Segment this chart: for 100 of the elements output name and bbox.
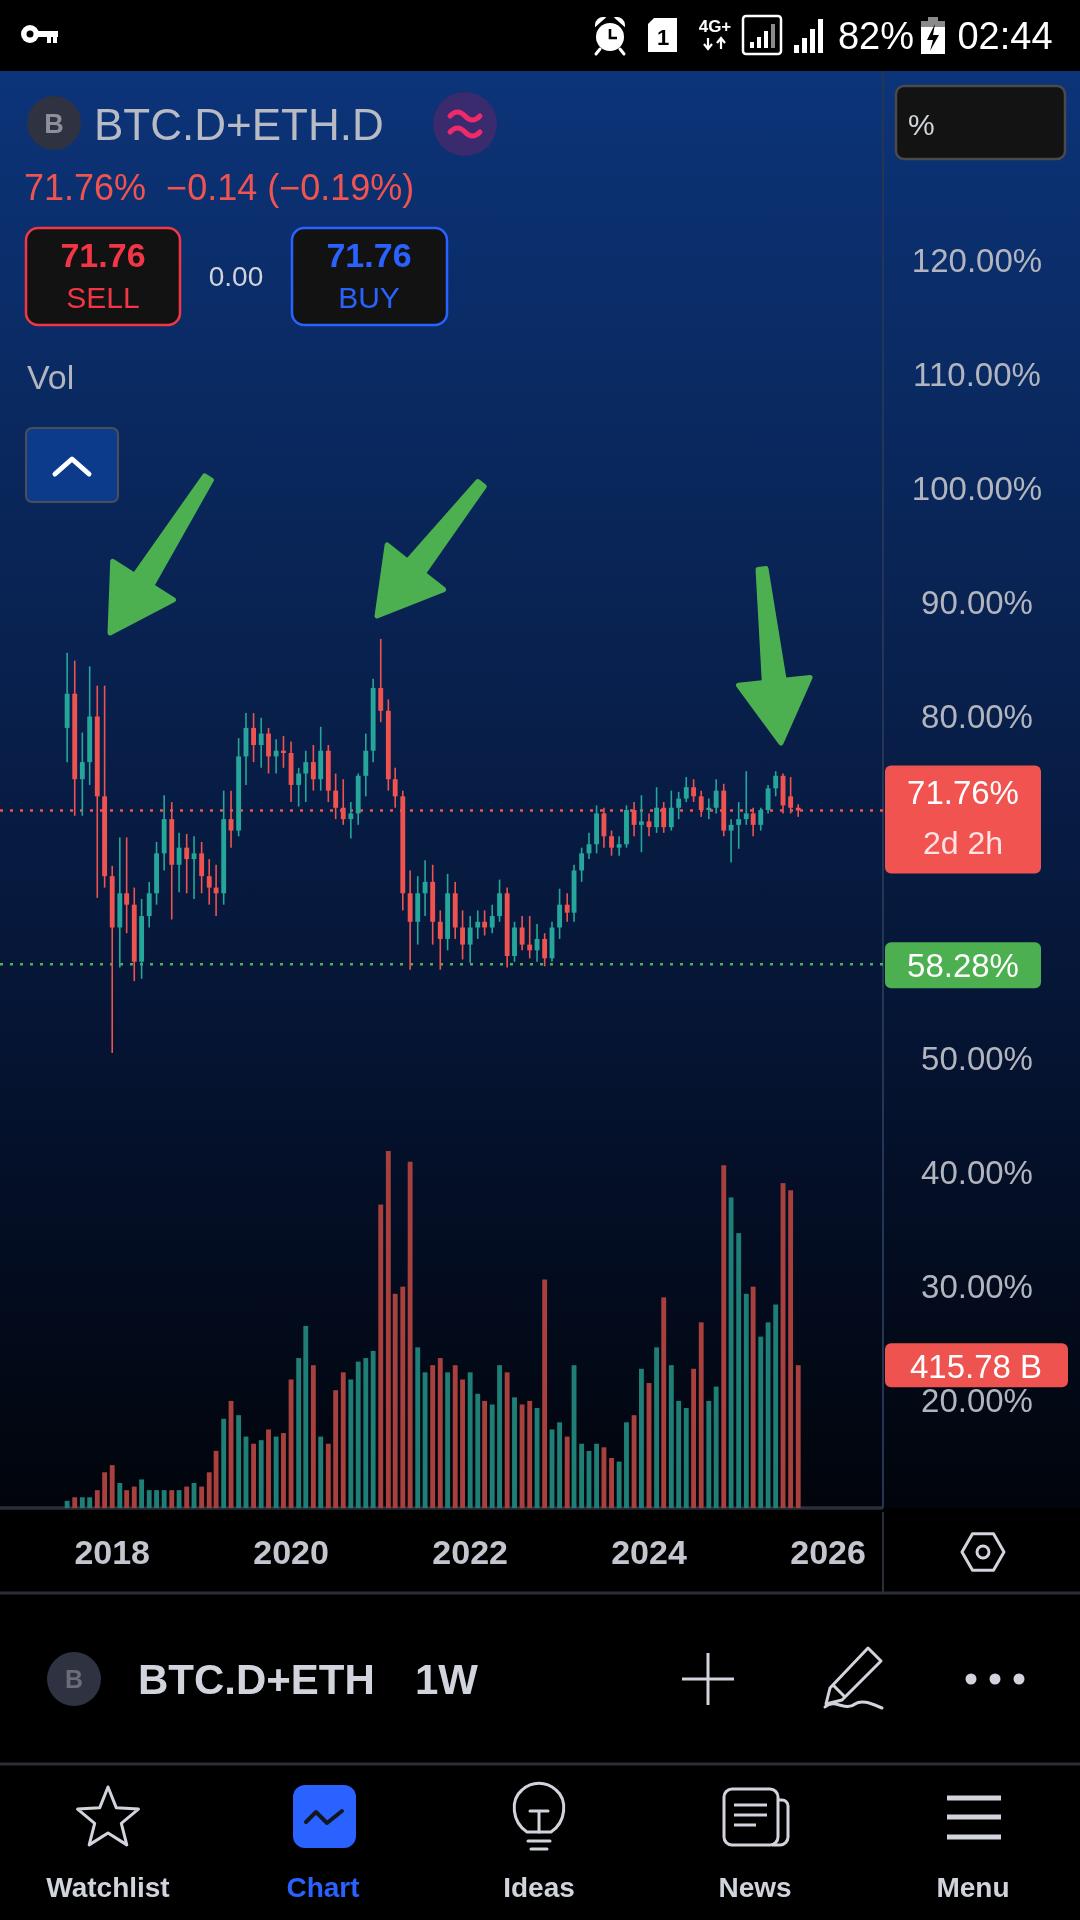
candlestick xyxy=(266,727,271,775)
text: 1 xyxy=(656,24,670,50)
bar xyxy=(146,1490,152,1508)
bar xyxy=(728,1197,734,1508)
bar xyxy=(102,1472,108,1508)
x-tick-label: 2022 xyxy=(432,1533,508,1571)
bar xyxy=(303,1325,309,1508)
candlestick xyxy=(542,932,548,968)
bar xyxy=(363,1358,369,1508)
bar xyxy=(489,1404,495,1508)
candlestick xyxy=(728,818,734,864)
bar xyxy=(221,1418,227,1508)
candlestick xyxy=(124,836,130,934)
bar xyxy=(176,1490,182,1508)
bar xyxy=(519,1404,525,1508)
bar xyxy=(131,1486,137,1508)
bar xyxy=(564,1436,570,1508)
bar xyxy=(109,1465,115,1508)
candlestick xyxy=(378,638,384,724)
y-tick-label: 120.00% xyxy=(911,241,1043,279)
bar xyxy=(79,1497,85,1508)
bar xyxy=(504,1372,510,1508)
x-tick-label: 2026 xyxy=(790,1533,866,1571)
bar xyxy=(139,1479,145,1508)
annotation: B xyxy=(44,109,64,139)
candlestick xyxy=(489,903,495,934)
bar xyxy=(609,1458,614,1508)
annotation: BUY xyxy=(338,280,400,314)
ref-line-label: 58.28% xyxy=(907,946,1019,984)
candlestick xyxy=(557,887,563,940)
x-tick-label: 2018 xyxy=(74,1533,151,1571)
bar xyxy=(542,1279,548,1508)
bar xyxy=(281,1433,286,1508)
candlestick xyxy=(348,801,354,840)
bar xyxy=(199,1486,205,1508)
y-tick-label: 110.00% xyxy=(913,355,1041,393)
candlestick xyxy=(609,829,614,857)
candlestick xyxy=(519,915,525,952)
bar xyxy=(87,1497,93,1508)
bar xyxy=(370,1350,376,1508)
candlestick xyxy=(206,858,212,906)
candlestick xyxy=(736,801,742,850)
candlestick xyxy=(199,841,205,895)
bar xyxy=(788,1190,794,1508)
annotation: 71.76 xyxy=(326,236,412,274)
y-tick-label: 40.00% xyxy=(921,1154,1033,1192)
text: Watchlist xyxy=(46,1871,170,1903)
x-tick-label: 2024 xyxy=(611,1533,687,1571)
bar xyxy=(355,1361,361,1508)
candlestick xyxy=(333,772,339,820)
candlestick xyxy=(564,892,570,923)
candlestick xyxy=(251,712,257,763)
bar xyxy=(765,1322,771,1508)
bar xyxy=(184,1486,190,1508)
bar xyxy=(691,1368,697,1508)
bar xyxy=(758,1336,764,1508)
bar xyxy=(527,1400,533,1508)
bar xyxy=(452,1365,458,1508)
bar xyxy=(72,1497,78,1508)
candlestick xyxy=(743,770,749,826)
bar xyxy=(638,1368,644,1508)
bar xyxy=(721,1165,727,1508)
text: Chart xyxy=(286,1871,360,1903)
bar xyxy=(654,1347,660,1508)
candlestick xyxy=(296,767,302,808)
bar xyxy=(310,1365,316,1508)
bar xyxy=(743,1293,749,1508)
bar xyxy=(557,1422,563,1508)
bar xyxy=(161,1490,167,1508)
bar xyxy=(437,1358,443,1508)
bar xyxy=(795,1365,801,1508)
bar xyxy=(736,1233,742,1508)
text: 4G+ xyxy=(698,16,732,36)
annotation: 71.76 xyxy=(60,236,146,274)
bar xyxy=(378,1204,384,1508)
text: 71.76% −0.14 (−0.19%) xyxy=(24,166,415,208)
bar xyxy=(117,1483,123,1508)
bar xyxy=(422,1372,428,1508)
x-tick-label: 2020 xyxy=(253,1533,329,1571)
candlestick xyxy=(758,806,764,832)
bar xyxy=(333,1390,339,1508)
candlestick xyxy=(303,749,309,803)
text: 02:44 xyxy=(957,15,1053,57)
candlestick xyxy=(683,776,689,803)
candlestick xyxy=(467,915,473,964)
bar xyxy=(407,1161,413,1508)
y-tick-label: 80.00% xyxy=(921,698,1033,736)
bar xyxy=(624,1422,629,1508)
bar xyxy=(124,1490,130,1508)
y-tick-label: 20.00% xyxy=(921,1382,1033,1420)
candlestick xyxy=(437,909,443,971)
candlestick xyxy=(184,833,190,895)
bar xyxy=(318,1436,324,1508)
candlestick xyxy=(773,770,779,798)
candlestick xyxy=(668,789,674,832)
bar xyxy=(385,1151,391,1508)
bar xyxy=(706,1400,712,1508)
candlestick xyxy=(497,878,502,923)
candlestick xyxy=(638,794,644,854)
annotation: SELL xyxy=(66,280,140,314)
